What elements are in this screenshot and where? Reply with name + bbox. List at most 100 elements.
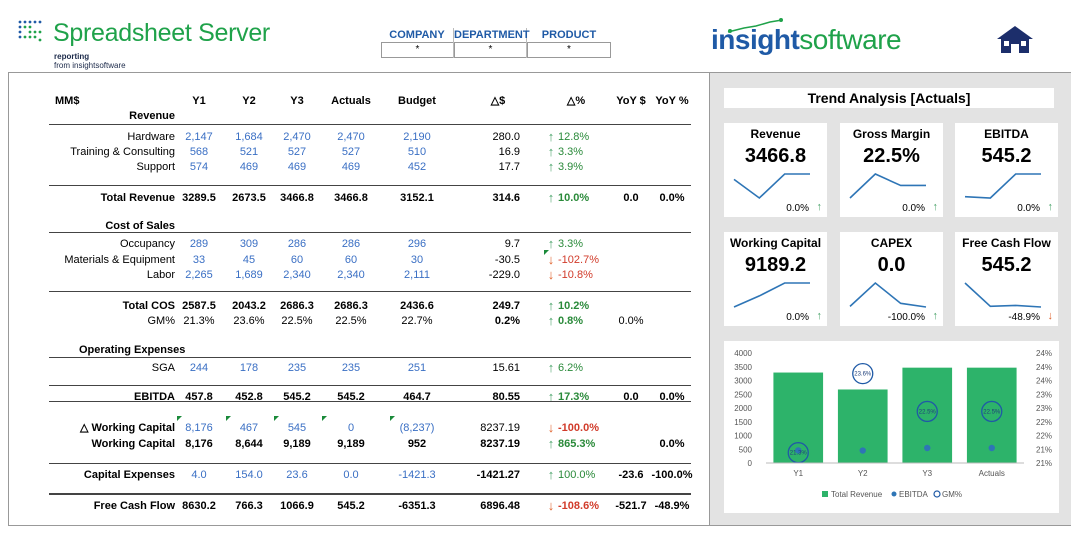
kpi-title: Gross Margin <box>852 127 931 141</box>
y-left-tick-label: 3500 <box>734 363 752 372</box>
kpi-title: Revenue <box>750 127 801 141</box>
cell-pct: -10.8% <box>558 269 593 281</box>
home-icon[interactable] <box>995 24 1035 54</box>
table-row-delta-wc: △ Working Capital 8,176 467 545 0 (8,237) 8237… <box>9 421 709 435</box>
y-left-tick-label: 2000 <box>734 404 752 413</box>
app-title: Spreadsheet Server <box>53 19 270 47</box>
col-header-mm: MM$ <box>55 95 80 107</box>
arrow-down-icon: ↓ <box>547 420 555 435</box>
sparkline-series <box>733 173 810 200</box>
kpi-card-gross-margin: Gross Margin 22.5% 0.0% ↑ <box>840 123 943 217</box>
divider <box>49 401 691 402</box>
cell-pct: 12.8% <box>558 131 590 143</box>
kpi-title: Working Capital <box>729 236 822 250</box>
cell-dd: 80.55 <box>492 391 520 403</box>
cell-act: 9,189 <box>337 438 365 450</box>
cell-bud: 2,111 <box>404 269 430 281</box>
data-label-gm: 21.3% <box>790 451 808 457</box>
section-cos: Cost of Sales <box>9 219 709 233</box>
divider <box>49 493 691 495</box>
cell-y1: 244 <box>189 362 209 374</box>
arrow-up-icon: ↑ <box>816 201 823 213</box>
cell-y1: 2,265 <box>185 269 213 281</box>
col-header-yoy-dollar: YoY $ <box>616 95 646 107</box>
cell-label: EBITDA <box>134 391 175 403</box>
cell-act: 286 <box>341 238 361 250</box>
kpi-change: 0.0% <box>1017 203 1040 214</box>
cell-label: Free Cash Flow <box>93 500 175 512</box>
divider <box>49 124 691 125</box>
cell-y1: 8,176 <box>185 438 213 450</box>
arrow-up-icon: ↑ <box>547 313 555 328</box>
col-header-delta-pct: △% <box>566 95 586 107</box>
arrow-up-icon: ↑ <box>547 129 555 144</box>
point-ebitda <box>924 444 931 452</box>
filter-product-value[interactable]: * <box>527 42 611 58</box>
trend-title: Trend Analysis [Actuals] <box>724 88 1054 108</box>
filter-company-value[interactable]: * <box>381 42 453 58</box>
spreadsheet-server-logo-icon <box>18 20 42 42</box>
cell-y3: 23.6 <box>286 469 308 481</box>
cell-label: Total Revenue <box>100 192 175 204</box>
cell-dd: 16.9 <box>498 146 520 158</box>
arrow-up-icon: ↑ <box>547 159 555 174</box>
filter-department: DEPARTMENT * <box>454 28 530 58</box>
cell-y2: 2673.5 <box>232 192 266 204</box>
cell-y3: 2,470 <box>283 131 311 143</box>
arrow-up-icon: ↑ <box>547 236 555 251</box>
cell-bud: 30 <box>410 254 424 266</box>
kpi-change: -48.9% <box>1008 312 1040 323</box>
kpi-change: 0.0% <box>786 203 809 214</box>
table-row-gm: GM% 21.3% 23.6% 22.5% 22.5% 22.7% 0.2% ↑ 0.8% 0.0… <box>9 314 709 328</box>
kpi-title: CAPEX <box>870 236 913 250</box>
filter-department-value[interactable]: * <box>454 42 526 58</box>
report-panel: MM$ Y1 Y2 Y3 Actuals Budget △$ △% YoY $ … <box>8 72 1071 526</box>
cell-pct: 865.3% <box>558 438 596 450</box>
arrow-down-icon: ↓ <box>547 252 555 267</box>
cell-dd: -1421.27 <box>476 469 520 481</box>
y-right-tick-label: 24% <box>1036 363 1052 372</box>
cell-yoyd: -521.7 <box>615 500 647 512</box>
cell-comment-marker <box>390 416 395 421</box>
cell-label: Capital Expenses <box>83 469 175 481</box>
cell-y3: 22.5% <box>281 315 313 327</box>
filter-company-label: COMPANY <box>389 29 445 41</box>
arrow-up-icon: ↑ <box>547 144 555 159</box>
cell-y1: 2,147 <box>185 131 213 143</box>
header: Spreadsheet Server reporting from insigh… <box>0 0 1080 72</box>
cell-dd: 6896.48 <box>480 500 520 512</box>
kpi-card-free-cash-flow: Free Cash Flow 545.2 -48.9% ↓ <box>955 232 1058 326</box>
cell-y1: 457.8 <box>185 391 213 403</box>
cell-y2: 469 <box>239 161 259 173</box>
cell-y2: 1,689 <box>235 269 263 281</box>
section-opex: Operating Expenses <box>9 343 709 357</box>
cell-y2: 8,644 <box>235 438 263 450</box>
cell-pct: 6.2% <box>558 362 584 374</box>
table-row-labor: Labor 2,265 1,689 2,340 2,340 2,111 -229.0 ↓ -10… <box>9 268 709 282</box>
y-right-tick-label: 22% <box>1036 418 1052 427</box>
table-row-ebitda: EBITDA 457.8 452.8 545.2 545.2 464.7 80.55 ↑ 17.… <box>9 390 709 404</box>
cell-y2: 452.8 <box>235 391 263 403</box>
x-tick-label: Y3 <box>922 469 932 478</box>
cell-pct: 0.8% <box>558 315 584 327</box>
table-row-total-revenue: Total Revenue 3289.5 2673.5 3466.8 3466.8 315… <box>9 191 709 205</box>
cell-y3: 286 <box>287 238 307 250</box>
kpi-card-capex: CAPEX 0.0 -100.0% ↑ <box>840 232 943 326</box>
cell-pct: 17.3% <box>558 391 590 403</box>
cell-bud: 452 <box>407 161 427 173</box>
cell-dd: 17.7 <box>498 161 520 173</box>
sparkline <box>964 282 1042 308</box>
cell-bud: 251 <box>407 362 427 374</box>
cell-comment-marker <box>226 416 231 421</box>
legend-swatch-total-revenue <box>822 491 828 497</box>
filter-company: COMPANY * <box>381 28 454 58</box>
data-label-gm: 22.5% <box>919 409 937 415</box>
kpi-value: 0.0 <box>877 254 906 276</box>
sparkline <box>849 173 926 199</box>
cell-act: 0 <box>347 422 355 434</box>
sparkline-series <box>733 282 810 308</box>
cell-pct: 10.0% <box>558 192 590 204</box>
divider <box>49 463 691 464</box>
cell-yoyd: -23.6 <box>618 469 644 481</box>
table-row-support: Support 574 469 469 469 452 17.7 ↑ 3.9% <box>9 160 709 174</box>
